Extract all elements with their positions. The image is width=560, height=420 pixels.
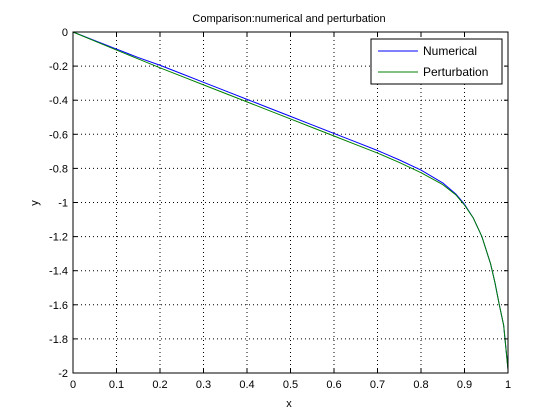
x-tick-label: 0 xyxy=(70,379,76,391)
x-tick-label: 0.9 xyxy=(457,379,472,391)
x-tick-label: 0.5 xyxy=(283,379,298,391)
x-tick-label: 0.3 xyxy=(196,379,211,391)
y-tick-label: -1 xyxy=(58,198,68,210)
y-tick-label: -1.4 xyxy=(49,266,68,278)
x-tick-label: 0.1 xyxy=(109,379,124,391)
legend-box xyxy=(370,38,503,85)
x-axis-label: x xyxy=(286,398,292,410)
legend-label-numerical: Numerical xyxy=(423,44,477,58)
y-tick-label: -2 xyxy=(58,368,68,380)
x-tick-label: 0.2 xyxy=(152,379,167,391)
legend-label-perturbation: Perturbation xyxy=(423,65,488,79)
series-line-perturbation xyxy=(72,31,509,370)
y-tick-label: -1.6 xyxy=(49,300,68,312)
x-tick-label: 0.7 xyxy=(370,379,385,391)
chart-title: Comparison:numerical and perturbation xyxy=(192,13,385,25)
y-tick-label: -1.8 xyxy=(49,334,68,346)
y-tick-label: -0.4 xyxy=(49,95,68,107)
x-tick-label: 1 xyxy=(505,379,511,391)
y-tick-label: -0.6 xyxy=(49,129,68,141)
y-axis-label: y xyxy=(29,200,41,206)
y-tick-labels: 0 -0.2 -0.4 -0.6 -0.8 -1 -1.2 -1.4 -1.6 -1.8 -2 xyxy=(49,27,68,380)
grid-lines xyxy=(73,32,508,373)
y-tick-label: -0.8 xyxy=(49,163,68,175)
x-tick-label: 0.6 xyxy=(326,379,341,391)
y-tick-label: -0.2 xyxy=(49,61,68,73)
legend: Numerical Perturbation xyxy=(370,38,503,85)
x-tick-label: 0.4 xyxy=(239,379,254,391)
y-tick-label: -1.2 xyxy=(49,232,68,244)
axis-ticks xyxy=(72,31,509,374)
x-tick-labels: 0 0.1 0.2 0.3 0.4 0.5 0.6 0.7 0.8 0.9 1 xyxy=(70,379,511,391)
series-lines xyxy=(72,31,509,370)
y-tick-label: 0 xyxy=(62,27,68,39)
x-tick-label: 0.8 xyxy=(413,379,428,391)
